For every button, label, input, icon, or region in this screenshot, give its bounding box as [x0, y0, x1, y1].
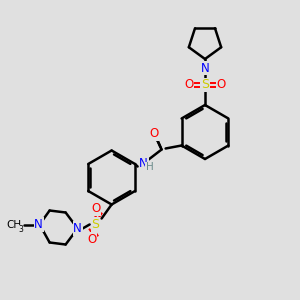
Text: O: O	[149, 127, 158, 140]
Text: O: O	[87, 233, 96, 246]
Text: H: H	[146, 163, 154, 172]
Text: N: N	[139, 157, 148, 170]
Text: S: S	[201, 79, 209, 92]
Text: 3: 3	[18, 225, 23, 234]
Text: CH: CH	[6, 220, 21, 230]
Text: O: O	[184, 79, 194, 92]
Text: N: N	[201, 61, 209, 74]
Text: N: N	[73, 222, 82, 235]
Text: O: O	[91, 202, 100, 215]
Text: O: O	[216, 79, 226, 92]
Text: S: S	[92, 218, 100, 231]
Text: N: N	[34, 218, 43, 231]
